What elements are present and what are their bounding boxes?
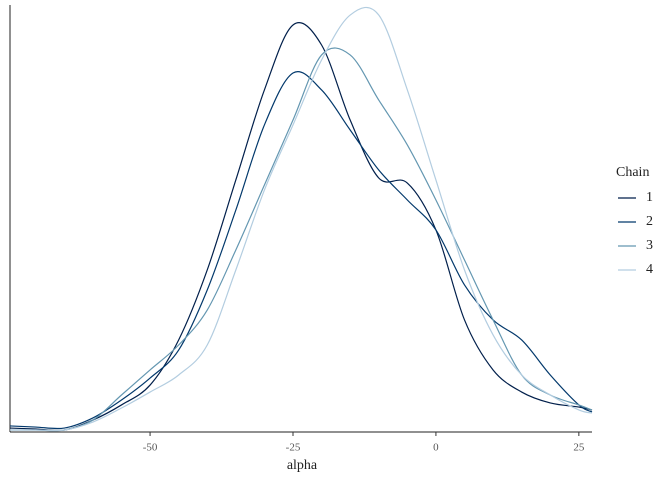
- x-axis-title: alpha: [287, 458, 318, 473]
- x-tick-label: 25: [573, 442, 585, 454]
- legend-label: 4: [646, 262, 653, 277]
- density-line: [9, 22, 593, 432]
- density-line: [10, 47, 593, 432]
- density-line: [10, 6, 593, 432]
- x-tick-label: -50: [143, 442, 158, 454]
- x-tick-label: -25: [286, 442, 301, 454]
- legend-label: 2: [646, 214, 653, 229]
- legend-title: Chain: [616, 165, 649, 180]
- x-tick-label: 0: [433, 442, 439, 454]
- density-line: [9, 71, 593, 430]
- legend-label: 3: [646, 238, 653, 253]
- legend-label: 1: [646, 190, 653, 205]
